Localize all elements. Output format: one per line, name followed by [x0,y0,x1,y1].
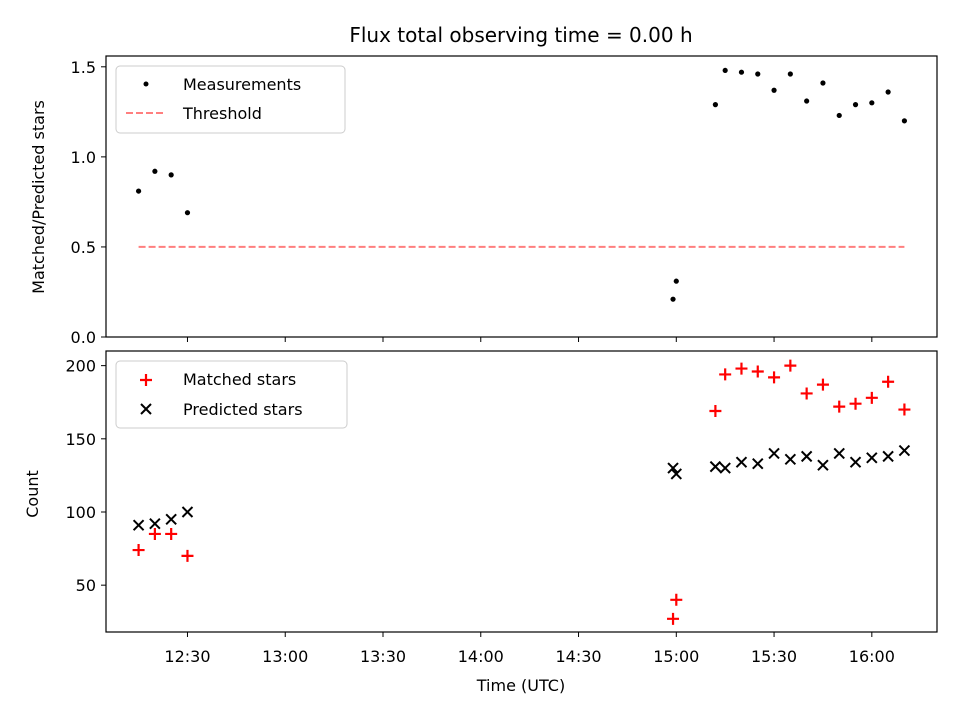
matched-stars-point [784,359,797,372]
top-panel-y-ticks: 0.0 0.5 1.0 1.5 [71,58,106,347]
measurements-point [901,118,908,124]
predicted-stars-point [898,444,911,457]
bottom-panel-y-label: Count [23,470,42,518]
matched-stars-point [148,527,161,540]
predicted-stars-point [784,453,797,466]
y-tick-label: 100 [65,503,96,522]
predicted-stars-point [768,447,780,460]
x-tick-label: 13:00 [262,647,308,666]
measurements-point [869,100,875,106]
measurements-point [885,89,891,95]
y-tick-label: 0.5 [71,238,96,257]
bottom-panel-y-ticks: 50 100 150 200 [65,357,106,595]
predicted-stars-point [132,519,145,531]
matched-stars-point [719,368,732,381]
legend-measurements-label: Measurements [183,75,301,94]
x-tick-label: 16:00 [849,647,895,666]
matched-stars-point [667,612,680,625]
bottom-panel-x-label: Time (UTC) [476,676,565,695]
measurements-point [787,71,793,77]
x-tick-label: 15:00 [653,647,699,666]
measurements-point [738,69,745,75]
predicted-stars-point [849,456,862,468]
predicted-stars-point [817,459,829,471]
measurements-point [168,172,174,178]
measurements-point [820,80,826,86]
predicted-stars-point [752,457,764,470]
bottom-panel-marks [132,359,911,625]
y-tick-label: 50 [76,576,96,595]
predicted-stars-point [735,456,748,468]
y-tick-label: 200 [65,357,96,376]
measurements-point [152,168,158,174]
predicted-stars-point [866,452,878,464]
bottom-panel-frame [105,350,938,633]
matched-stars-point [670,593,683,606]
predicted-stars-point [149,517,161,530]
legend-threshold-label: Threshold [182,104,262,123]
legend-predicted-label: Predicted stars [183,400,303,419]
matched-stars-point [181,549,194,562]
top-panel-frame [105,55,938,338]
legend-predicted-marker [140,403,152,415]
predicted-stars-point [181,506,194,518]
measurements-point [771,87,777,93]
measurements-point [852,102,859,108]
top-legend-box [115,65,346,134]
legend-matched-label: Matched stars [183,370,296,389]
matched-stars-point [709,405,722,418]
matched-stars-point [132,544,145,557]
measurements-point [804,98,810,104]
matched-stars-point [735,362,748,375]
predicted-stars-point [670,468,683,480]
matched-stars-point [816,378,829,391]
legend-measurements-marker [143,81,149,87]
bottom-panel: 50 100 150 200 12:30 13:00 13:30 14:00 14:30 15:… [23,350,938,695]
top-panel-marks [135,67,908,302]
matched-stars-point [768,371,781,384]
matched-stars-point [882,375,895,388]
y-tick-label: 1.5 [71,58,96,77]
predicted-stars-point [165,513,177,526]
y-tick-label: 1.0 [71,148,96,167]
top-panel-x-ticks [186,337,873,342]
measurements-point [184,210,191,216]
measurements-point [755,71,761,77]
matched-stars-point [751,365,764,378]
matched-stars-point [165,527,178,540]
matched-stars-point [849,397,862,410]
bottom-legend-box [115,360,348,429]
x-tick-label: 14:00 [458,647,504,666]
measurements-point [135,188,142,194]
top-chart-title: Flux total observing time = 0.00 h [349,23,692,47]
matched-stars-point [865,391,878,404]
top-panel-y-label: Matched/Predicted stars [29,100,48,294]
top-panel: 0.0 0.5 1.0 1.5 Matched/Predicted stars Mea… [29,55,938,347]
measurements-point [722,67,728,74]
y-tick-label: 150 [65,430,96,449]
x-tick-label: 14:30 [555,647,601,666]
matched-stars-point [800,387,813,400]
predicted-stars-point [800,450,813,463]
bottom-panel-x-ticks: 12:30 13:00 13:30 14:00 14:30 15:00 15:30 16:00 [164,632,895,666]
matched-stars-point [898,403,911,416]
predicted-stars-point [719,462,731,474]
top-legend: Measurements Threshold [115,65,346,134]
x-tick-label: 15:30 [751,647,797,666]
measurements-point [670,296,676,302]
bottom-legend: Matched stars Predicted stars [115,360,348,429]
measurements-point [673,278,679,284]
y-tick-label: 0.0 [71,328,96,347]
legend-matched-marker [140,374,152,386]
x-tick-label: 12:30 [164,647,210,666]
matched-stars-point [833,400,846,413]
predicted-stars-point [833,447,845,460]
predicted-stars-point [882,450,894,463]
measurements-point [712,102,719,108]
predicted-stars-point [667,462,679,474]
x-tick-label: 13:30 [360,647,406,666]
measurements-point [836,112,842,119]
predicted-stars-point [709,460,722,473]
